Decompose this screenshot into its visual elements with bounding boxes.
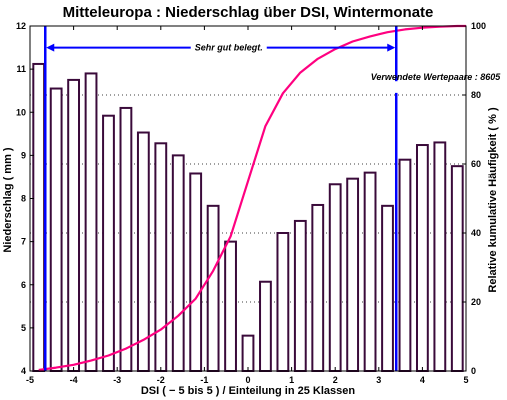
x-axis-label: DSI ( − 5 bis 5 ) / Einteilung in 25 Kla… (141, 385, 356, 397)
bar (49, 87, 63, 372)
x-tick-label: -5 (26, 375, 34, 385)
bar (241, 334, 255, 373)
bar (363, 171, 377, 372)
range-label: Sehr gut belegt. (195, 43, 263, 53)
y-tick-label: 10 (16, 107, 26, 117)
y2-tick-label: 60 (471, 159, 481, 169)
x-tick-label: 4 (420, 375, 425, 385)
arrow-head-left (46, 43, 55, 52)
bar (67, 78, 81, 372)
bar (450, 165, 464, 372)
y2-tick-label: 40 (471, 228, 481, 238)
y2-tick-label: 20 (471, 297, 481, 307)
y-tick-label: 12 (16, 21, 26, 31)
chart-title: Mitteleuropa : Niederschlag über DSI, Wi… (63, 4, 434, 21)
bar (102, 114, 115, 372)
bar (171, 154, 185, 372)
pairs-annotation: Verwendete Wertepaare : 8605 (371, 72, 502, 82)
bar (206, 204, 220, 372)
y-tick-label: 9 (21, 150, 26, 160)
x-tick-label: -3 (113, 375, 121, 385)
range-markers: Sehr gut belegt. Verwendete Wertepaare : … (44, 26, 502, 371)
y-tick-label: 4 (21, 366, 26, 376)
y-tick-label: 5 (21, 323, 26, 333)
bar (311, 203, 325, 372)
bar (136, 131, 150, 372)
bar (154, 142, 168, 372)
x-tick-label: 0 (245, 375, 250, 385)
cumulative-curve (38, 24, 466, 372)
x-tick-label: -2 (157, 375, 165, 385)
y-axis-label: Niederschlag ( mm ) (2, 147, 14, 252)
y-tick-label: 6 (21, 280, 26, 290)
y-tick-label: 8 (21, 194, 26, 204)
y2-axis-label: Relative kumulative Häufigkeit ( % ) (487, 107, 499, 293)
x-tick-label: -1 (200, 375, 208, 385)
y2-tick-label: 100 (471, 21, 486, 31)
bar (119, 106, 133, 372)
bar (415, 144, 429, 372)
cumulative-frequency-line (38, 24, 466, 372)
bar (32, 62, 46, 372)
bar-series (32, 62, 464, 373)
y2-tick-label: 80 (471, 90, 481, 100)
x-tick-label: -4 (70, 375, 78, 385)
bar (293, 219, 307, 372)
bar (433, 141, 447, 372)
arrow-head-right (387, 43, 396, 52)
bar (189, 172, 203, 372)
x-tick-label: 3 (376, 375, 381, 385)
x-tick-label: 2 (333, 375, 338, 385)
bar (84, 72, 98, 372)
bar (381, 204, 394, 372)
bar (398, 158, 412, 372)
bar (276, 232, 290, 372)
bar (328, 183, 342, 372)
x-tick-label: 5 (463, 375, 468, 385)
y-tick-label: 7 (21, 237, 26, 247)
y2-tick-label: 0 (471, 366, 476, 376)
bar (346, 177, 360, 372)
x-tick-label: 1 (289, 375, 294, 385)
bar (259, 280, 272, 373)
y-tick-label: 11 (16, 64, 26, 74)
bar (224, 240, 237, 372)
